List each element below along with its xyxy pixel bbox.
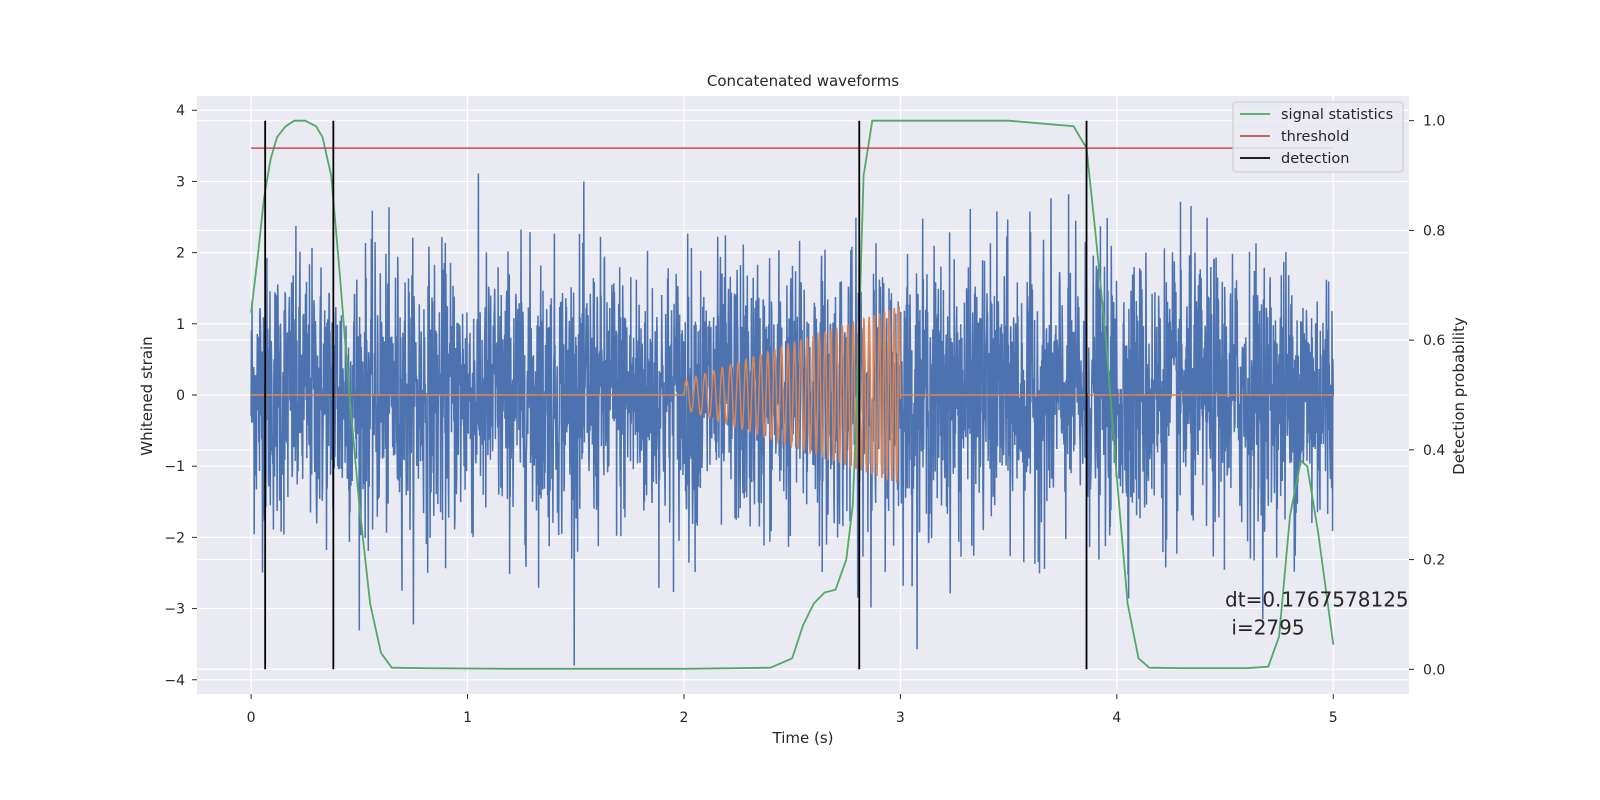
y-tick-label-left: 1: [176, 317, 185, 333]
y-tick-label-left: −2: [164, 530, 185, 546]
y-tick-label-left: 4: [176, 103, 185, 119]
y-tick-label-right: 0.0: [1423, 662, 1445, 678]
y-tick-label-right: 1.0: [1423, 114, 1445, 130]
y-axis-label-right: Detection probability: [1450, 317, 1468, 475]
x-tick-label: 1: [463, 710, 472, 726]
annotation-i: i=2795: [1225, 616, 1305, 640]
legend-label-detection: detection: [1281, 151, 1349, 167]
legend-label-threshold: threshold: [1281, 129, 1349, 145]
x-axis-label: Time (s): [772, 729, 834, 747]
y-tick-label-left: −4: [164, 673, 185, 689]
series-chirp: [251, 306, 1334, 483]
y-tick-label-right: 0.8: [1423, 223, 1445, 239]
y-axis-label-left: Whitened strain: [138, 336, 156, 455]
annotation-dt: dt=0.1767578125: [1225, 588, 1409, 612]
ticks: 0 1 2 3 4 5 4 3 2 1 0 −1 −2 −3 −4 1.0 0.8 0.6 0.4 0.2 0.0: [164, 103, 1445, 726]
x-tick-label: 3: [896, 710, 905, 726]
x-tick-label: 5: [1329, 710, 1338, 726]
y-tick-label-left: 0: [176, 388, 185, 404]
x-tick-label: 4: [1112, 710, 1121, 726]
y-tick-label-left: −1: [164, 459, 185, 475]
y-tick-label-left: 3: [176, 174, 185, 190]
x-tick-label: 0: [247, 710, 256, 726]
series-detection: [264, 120, 1088, 670]
legend-box: [1232, 101, 1404, 173]
chart-title: Concatenated waveforms: [707, 72, 899, 90]
y-tick-label-right: 0.4: [1423, 443, 1445, 459]
plot-series: [250, 119, 1335, 670]
legend: signal statistics threshold detection: [1232, 101, 1404, 173]
x-tick-label: 2: [680, 710, 689, 726]
series-signal-statistics: [250, 119, 1335, 670]
y-tick-label-left: 2: [176, 246, 185, 262]
legend-label-signal-statistics: signal statistics: [1281, 107, 1393, 123]
y-tick-label-right: 0.6: [1423, 333, 1445, 349]
y-tick-label-right: 0.2: [1423, 553, 1445, 569]
y-tick-label-left: −3: [164, 602, 185, 618]
